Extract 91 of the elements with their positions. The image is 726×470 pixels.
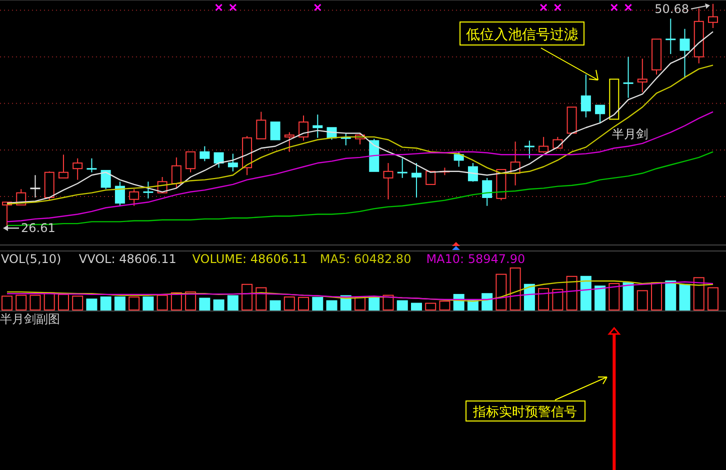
bar	[439, 300, 450, 310]
bar	[114, 296, 126, 310]
bar	[128, 296, 140, 310]
candlestick	[214, 152, 224, 168]
bar	[396, 300, 408, 310]
candlestick	[100, 170, 111, 190]
bar	[368, 296, 380, 310]
bar	[580, 276, 592, 310]
bar	[100, 296, 112, 310]
bar	[227, 295, 238, 310]
candlestick	[623, 56, 634, 98]
bar	[425, 302, 436, 310]
candlestick	[454, 151, 464, 168]
candlestick	[114, 181, 125, 206]
text: VOLUME: 48606.11	[192, 252, 308, 266]
bar	[693, 277, 704, 310]
candlestick	[298, 115, 309, 142]
bar	[382, 294, 394, 310]
bar	[482, 293, 493, 310]
bar	[566, 276, 578, 310]
bar	[651, 282, 662, 310]
text: VVOL: 48606.11	[78, 252, 176, 266]
candlestick	[186, 151, 196, 173]
bar	[665, 280, 676, 310]
candlestick	[228, 153, 238, 172]
candlestick	[30, 174, 40, 198]
candlestick	[72, 158, 83, 180]
candlestick	[200, 146, 210, 162]
annotation: 半月剑	[612, 127, 648, 141]
candlestick	[580, 74, 591, 118]
bar	[298, 296, 310, 310]
candlestick	[637, 58, 648, 93]
bar	[538, 288, 550, 310]
candlestick	[256, 111, 266, 140]
bar	[410, 302, 422, 310]
candlestick	[383, 162, 394, 200]
text: MA5: 60482.80	[320, 252, 412, 266]
bar	[213, 299, 224, 310]
bar	[326, 300, 338, 310]
candlestick	[468, 162, 478, 182]
candlestick	[312, 114, 323, 138]
bar	[44, 292, 55, 310]
candlestick	[58, 154, 68, 178]
chart-title: 半月剑副图	[0, 312, 60, 326]
bar	[708, 287, 718, 310]
candlestick	[340, 132, 351, 146]
candlestick	[538, 136, 549, 154]
candlestick	[426, 170, 436, 185]
candlestick	[482, 177, 492, 206]
bar	[510, 268, 521, 310]
annotation: 26.61	[21, 221, 56, 236]
candlestick	[171, 156, 182, 189]
bar	[185, 291, 196, 310]
bar	[594, 286, 606, 310]
candlestick	[143, 181, 154, 199]
bar	[256, 287, 267, 310]
candlestick	[270, 122, 280, 140]
candlestick	[666, 18, 676, 55]
bar	[270, 300, 281, 310]
bar	[312, 296, 324, 310]
bar	[156, 294, 168, 310]
annotation: 50.68	[654, 2, 689, 16]
bar	[242, 284, 253, 310]
candlestick	[284, 132, 294, 152]
annotation: 低位入池信号过滤	[466, 27, 578, 43]
bar	[142, 296, 154, 310]
bar	[608, 283, 620, 310]
bar	[16, 294, 27, 310]
candlestick	[411, 162, 422, 198]
bar	[636, 290, 648, 310]
text: MA10: 58947.90	[426, 252, 526, 266]
candlestick	[86, 158, 97, 173]
candlestick	[595, 104, 606, 124]
bar	[2, 296, 12, 310]
bar	[72, 296, 84, 310]
bar	[552, 288, 564, 310]
candlestick	[524, 140, 534, 159]
bar	[58, 294, 69, 310]
chart-title: VOL(5,10)	[1, 252, 62, 266]
candlestick	[129, 188, 140, 206]
candlestick	[397, 158, 408, 178]
bar	[679, 284, 690, 310]
bar	[284, 296, 295, 310]
bar	[86, 298, 98, 310]
bar	[622, 282, 634, 310]
bar	[496, 274, 507, 310]
bar	[30, 294, 41, 310]
candlestick	[680, 28, 690, 79]
bar	[199, 298, 210, 310]
annotation: 指标实时预警信号	[472, 405, 577, 420]
candlestick	[708, 3, 718, 28]
